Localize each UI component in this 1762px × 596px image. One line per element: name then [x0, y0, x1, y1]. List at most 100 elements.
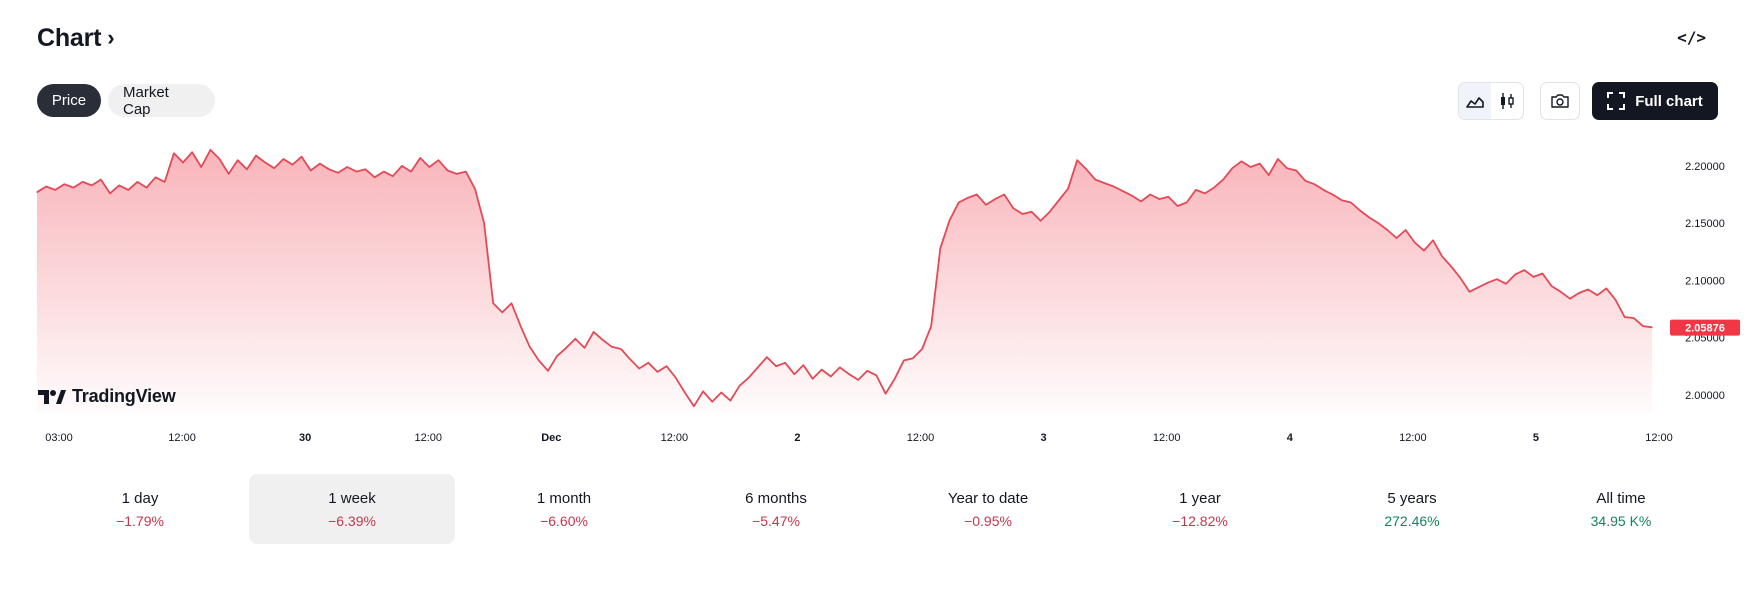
price-point [757, 366, 759, 368]
price-point [136, 181, 138, 183]
price-point [1487, 282, 1489, 284]
price-point [875, 374, 878, 376]
area-style-button[interactable] [1459, 83, 1491, 119]
price-point [976, 193, 978, 196]
x-tick-label: 12:00 [168, 432, 196, 444]
price-point [1313, 183, 1316, 185]
x-tick-label: 30 [299, 432, 311, 444]
price-point [547, 370, 549, 372]
price-point [994, 198, 996, 200]
price-point [1286, 167, 1288, 169]
price-point [1441, 255, 1443, 257]
period-change: −6.39% [328, 512, 376, 529]
price-point [1541, 272, 1544, 275]
price-point [392, 175, 394, 177]
price-point [1377, 222, 1379, 224]
price-point [1624, 316, 1626, 318]
performance-period[interactable]: Year to date −0.95% [885, 474, 1091, 544]
price-point [912, 357, 914, 359]
price-point [656, 371, 659, 373]
price-point [510, 302, 513, 304]
price-point [602, 339, 604, 341]
period-label: 5 years [1387, 489, 1437, 507]
tradingview-wordmark: TradingView [72, 386, 176, 406]
price-line [36, 149, 1653, 408]
price-point [556, 355, 558, 357]
price-point [629, 358, 631, 360]
price-point [748, 377, 750, 379]
price-point [492, 302, 494, 304]
price-toggle[interactable]: Price [37, 84, 101, 117]
price-point [1587, 288, 1589, 291]
price-point [1523, 269, 1525, 271]
price-point [647, 362, 649, 364]
price-chart[interactable]: 2.20000 2.15000 2.10000 2.05000 2.00000 2.058… [0, 0, 1762, 460]
full-chart-button[interactable]: Full chart [1592, 82, 1718, 120]
price-point [1633, 317, 1635, 319]
price-point [346, 166, 348, 168]
price-point [538, 359, 540, 362]
price-point [100, 179, 102, 181]
tradingview-mark-icon [38, 389, 66, 404]
price-point [1551, 285, 1553, 287]
price-point [620, 348, 622, 350]
price-point [811, 378, 814, 380]
price-point [1067, 188, 1069, 190]
performance-period[interactable]: 1 week −6.39% [249, 474, 455, 544]
price-point [1395, 237, 1398, 239]
price-point [592, 331, 595, 333]
price-point [483, 222, 485, 224]
x-tick-label: 2 [794, 432, 800, 444]
price-point [155, 176, 157, 178]
tradingview-logo: TradingView [38, 386, 176, 407]
price-point [82, 181, 84, 183]
x-tick-label: 12:00 [1399, 432, 1427, 444]
performance-period[interactable]: 1 month −6.60% [461, 474, 667, 544]
performance-period[interactable]: All time 34.95 K% [1521, 474, 1721, 544]
price-point [273, 167, 275, 169]
price-point [930, 325, 932, 327]
price-point [1222, 179, 1224, 181]
price-point [446, 169, 449, 172]
price-point [1213, 187, 1215, 189]
price-point [1332, 193, 1334, 196]
period-label: 6 months [745, 489, 807, 507]
price-point [894, 378, 896, 380]
price-point [319, 163, 321, 165]
price-point [738, 385, 741, 387]
price-point [848, 373, 850, 375]
price-point [1368, 216, 1370, 219]
chart-title-link[interactable]: Chart › [37, 24, 115, 53]
price-point [291, 164, 294, 166]
price-point [1386, 229, 1388, 231]
price-point [164, 181, 166, 183]
price-point [1341, 199, 1343, 201]
price-point [1414, 241, 1416, 244]
x-tick-label: 5 [1533, 432, 1539, 444]
x-tick-label: 3 [1041, 432, 1047, 444]
period-label: 1 year [1179, 489, 1221, 507]
performance-period[interactable]: 1 year −12.82% [1097, 474, 1303, 544]
performance-period[interactable]: 1 day −1.79% [37, 474, 243, 544]
x-tick-label: 12:00 [1645, 432, 1673, 444]
price-point [1450, 266, 1452, 268]
price-point [985, 204, 987, 206]
price-point [1295, 169, 1297, 172]
price-point [145, 187, 148, 189]
market-cap-toggle[interactable]: Market Cap [108, 84, 215, 118]
performance-period[interactable]: 5 years 272.46% [1309, 474, 1515, 544]
price-point [465, 171, 467, 173]
price-point [711, 401, 713, 403]
price-point [1122, 190, 1124, 192]
candle-style-button[interactable] [1491, 83, 1523, 119]
price-point [173, 152, 175, 154]
snapshot-button[interactable] [1540, 82, 1580, 120]
price-point [1030, 211, 1033, 213]
period-change: −12.82% [1172, 512, 1228, 529]
period-label: Year to date [947, 489, 1029, 507]
price-point [693, 405, 695, 407]
embed-code-button[interactable]: </> [1677, 28, 1706, 47]
price-point [109, 192, 111, 194]
price-point [1514, 274, 1516, 276]
performance-period[interactable]: 6 months −5.47% [673, 474, 879, 544]
